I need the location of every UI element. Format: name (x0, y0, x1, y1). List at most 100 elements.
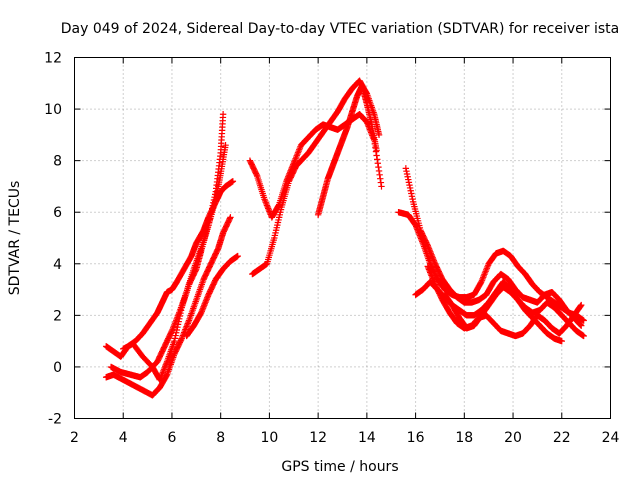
data-point (580, 317, 587, 324)
x-tick-labels: 2 4 6 8 10 12 14 16 18 20 22 24 (70, 430, 619, 446)
data-point (169, 324, 177, 332)
data-point (177, 310, 184, 317)
data-point (192, 267, 199, 274)
data-point (424, 263, 431, 270)
data-point (426, 247, 433, 254)
x-tick-label: 18 (455, 430, 473, 446)
data-point (156, 376, 163, 384)
y-tick-label: 2 (53, 308, 62, 324)
data-point (173, 329, 180, 336)
data-point (184, 320, 191, 327)
data-point (478, 278, 485, 286)
data-point (262, 199, 269, 206)
data-point (265, 206, 272, 214)
data-point (157, 373, 165, 381)
data-point (183, 321, 191, 329)
data-point (264, 205, 272, 212)
data-point (366, 124, 373, 132)
series-track-9 (395, 209, 587, 324)
x-tick-label: 22 (553, 430, 571, 446)
data-point (261, 197, 269, 205)
data-point (176, 312, 184, 320)
data-point (284, 175, 291, 182)
data-point (409, 195, 416, 203)
data-point (182, 326, 189, 333)
data-point (162, 361, 170, 368)
data-point (168, 327, 176, 335)
data-point (558, 337, 565, 345)
data-point (376, 171, 383, 179)
data-point (222, 141, 229, 149)
data-point (229, 178, 237, 185)
data-point (405, 176, 412, 183)
data-point (170, 323, 177, 330)
data-point (181, 327, 188, 335)
data-point (207, 210, 215, 218)
data-point (374, 156, 381, 163)
data-point (253, 171, 260, 179)
data-point (207, 213, 214, 220)
data-point (178, 335, 185, 342)
data-point (364, 120, 371, 127)
data-point (162, 363, 169, 370)
x-tick-label: 24 (602, 430, 620, 446)
data-point (204, 294, 211, 301)
data-point (169, 326, 176, 333)
data-point (374, 160, 382, 167)
series-track-4 (120, 111, 227, 384)
data-point (413, 223, 420, 230)
data-point (375, 167, 383, 175)
data-point (182, 324, 190, 332)
data-point (295, 147, 302, 155)
y-tick-labels: -2 0 2 4 6 8 10 12 (44, 51, 62, 428)
data-point (427, 270, 435, 278)
data-point (425, 245, 433, 252)
data-point (430, 256, 437, 263)
data-point (405, 179, 413, 186)
data-point (263, 202, 271, 209)
data-point (378, 183, 385, 190)
data-point (431, 279, 438, 287)
data-point (424, 242, 431, 249)
data-point (482, 268, 489, 275)
data-point (161, 364, 168, 371)
data-point (285, 173, 292, 180)
data-point (293, 152, 301, 159)
data-point (283, 176, 291, 183)
data-point (179, 333, 186, 341)
data-point (203, 296, 210, 303)
data-point (428, 251, 435, 258)
chart-title: Day 049 of 2024, Sidereal Day-to-day VTE… (61, 21, 619, 37)
series-track-8 (314, 82, 380, 218)
data-point (296, 146, 303, 153)
x-tick-label: 4 (119, 430, 128, 446)
data-point (201, 300, 209, 307)
data-point (484, 263, 491, 270)
data-point (363, 118, 371, 126)
data-point (296, 144, 304, 152)
data-point (275, 202, 282, 209)
x-tick-label: 16 (407, 430, 425, 446)
data-point (406, 184, 414, 192)
data-point (200, 303, 207, 310)
data-point (158, 372, 165, 379)
data-point (287, 167, 294, 174)
data-point (404, 173, 411, 180)
data-point (261, 196, 268, 203)
data-point (210, 199, 217, 206)
data-point (427, 248, 434, 255)
data-point (580, 332, 587, 340)
data-point (211, 193, 218, 201)
series-track-10 (402, 165, 585, 329)
data-point (286, 169, 294, 176)
x-axis-title: GPS time / hours (281, 459, 398, 475)
data-point (199, 305, 207, 312)
data-point (171, 320, 179, 327)
data-point (168, 328, 175, 336)
plot-frame (74, 57, 611, 419)
data-point (408, 193, 416, 200)
data-point (197, 309, 205, 316)
data-point (292, 155, 299, 162)
data-point (423, 241, 431, 248)
